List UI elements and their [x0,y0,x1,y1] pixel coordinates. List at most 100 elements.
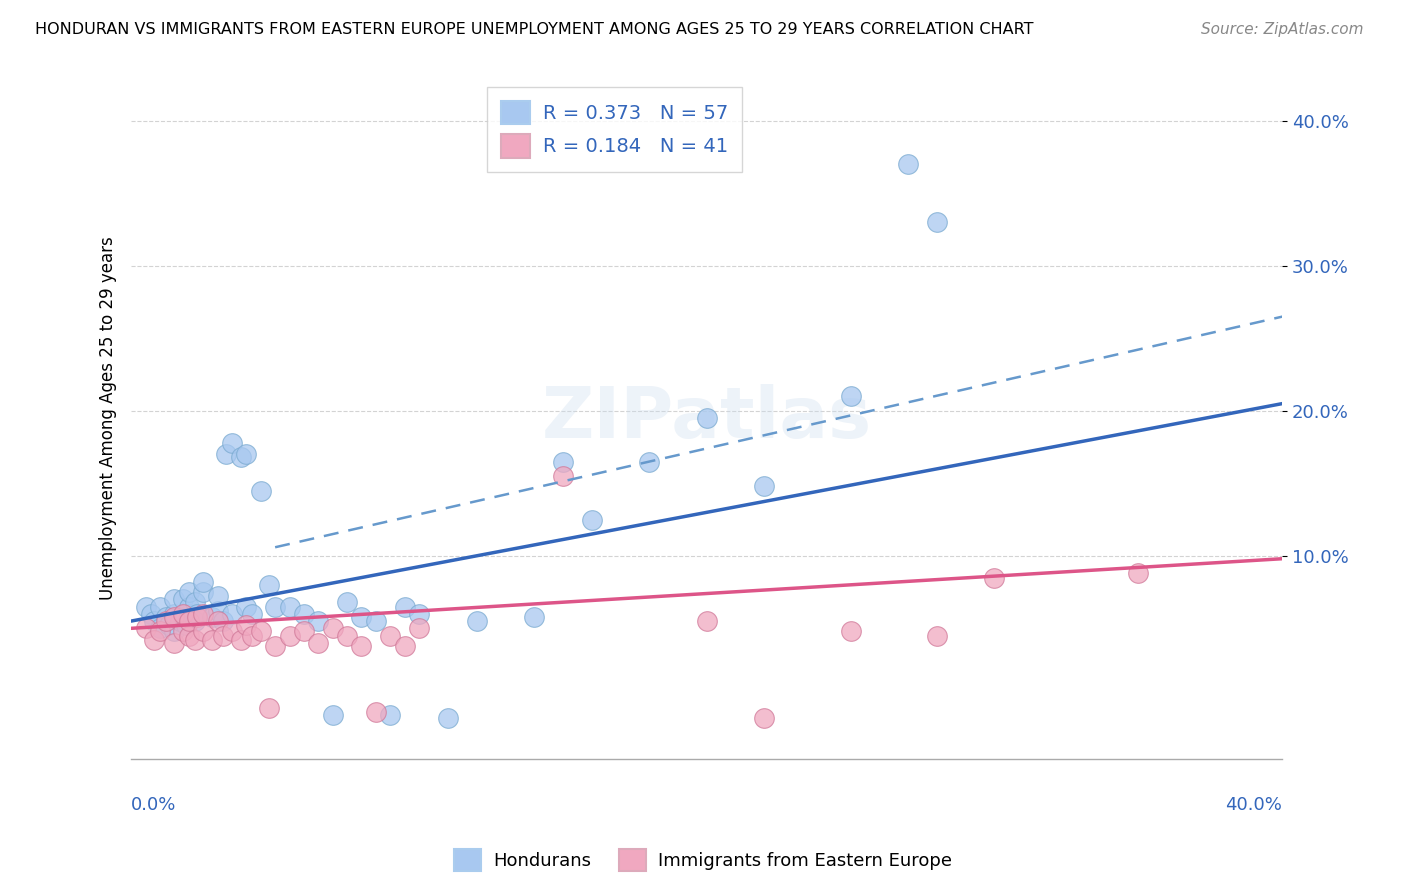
Point [336,629,359,643]
Point [235,599,257,614]
Point [350,639,373,653]
Point [177,585,200,599]
Point [135,621,157,635]
Point [240,607,263,621]
Point [149,599,172,614]
Point [350,609,373,624]
Point [177,629,200,643]
Point [221,435,243,450]
Text: 40.0%: 40.0% [1226,797,1282,814]
Point [259,701,281,715]
Point [278,629,301,643]
Point [551,454,574,468]
Point [177,599,200,614]
Legend: Hondurans, Immigrants from Eastern Europe: Hondurans, Immigrants from Eastern Europ… [447,842,959,879]
Point [172,607,194,621]
Text: ZIPatlas: ZIPatlas [541,384,872,452]
Point [465,614,488,628]
Point [193,585,215,599]
Point [229,632,252,647]
Point [307,614,329,628]
Point [143,632,166,647]
Point [163,592,186,607]
Point [207,590,229,604]
Point [839,389,862,403]
Point [212,629,235,643]
Point [193,624,215,639]
Point [169,614,191,628]
Point [172,592,194,607]
Point [157,618,180,632]
Point [264,639,287,653]
Point [394,639,416,653]
Point [235,618,257,632]
Text: 0.0%: 0.0% [131,797,177,814]
Point [215,447,238,461]
Point [193,607,215,621]
Point [193,574,215,589]
Point [307,636,329,650]
Point [292,607,315,621]
Point [581,512,603,526]
Point [380,708,402,723]
Y-axis label: Unemployment Among Ages 25 to 29 years: Unemployment Among Ages 25 to 29 years [100,236,117,600]
Point [183,595,205,609]
Point [696,411,718,425]
Point [235,447,257,461]
Point [163,607,186,621]
Point [408,621,430,635]
Point [839,624,862,639]
Point [163,624,186,639]
Point [229,450,252,465]
Point [408,607,430,621]
Point [177,614,200,628]
Point [278,599,301,614]
Point [172,609,194,624]
Point [322,708,344,723]
Point [149,621,172,635]
Point [163,636,186,650]
Point [551,469,574,483]
Point [201,632,224,647]
Point [292,624,315,639]
Point [696,614,718,628]
Legend: R = 0.373   N = 57, R = 0.184   N = 41: R = 0.373 N = 57, R = 0.184 N = 41 [486,87,742,171]
Point [249,483,271,498]
Point [264,599,287,614]
Point [897,157,920,171]
Text: Source: ZipAtlas.com: Source: ZipAtlas.com [1201,22,1364,37]
Point [183,632,205,647]
Point [207,614,229,628]
Point [364,706,387,720]
Point [983,571,1005,585]
Point [322,621,344,635]
Point [186,607,208,621]
Point [172,624,194,639]
Point [754,711,776,725]
Point [364,614,387,628]
Point [221,607,243,621]
Point [149,624,172,639]
Point [638,454,661,468]
Point [212,614,235,628]
Point [201,609,224,624]
Point [143,614,166,628]
Text: HONDURAN VS IMMIGRANTS FROM EASTERN EUROPE UNEMPLOYMENT AMONG AGES 25 TO 29 YEAR: HONDURAN VS IMMIGRANTS FROM EASTERN EURO… [35,22,1033,37]
Point [394,599,416,614]
Point [259,578,281,592]
Point [186,609,208,624]
Point [380,629,402,643]
Point [336,595,359,609]
Point [436,711,458,725]
Point [249,624,271,639]
Point [174,618,197,632]
Point [221,624,243,639]
Point [155,614,177,628]
Point [1128,566,1150,581]
Point [207,604,229,618]
Point [155,609,177,624]
Point [925,215,948,229]
Point [135,599,157,614]
Point [177,607,200,621]
Point [523,609,546,624]
